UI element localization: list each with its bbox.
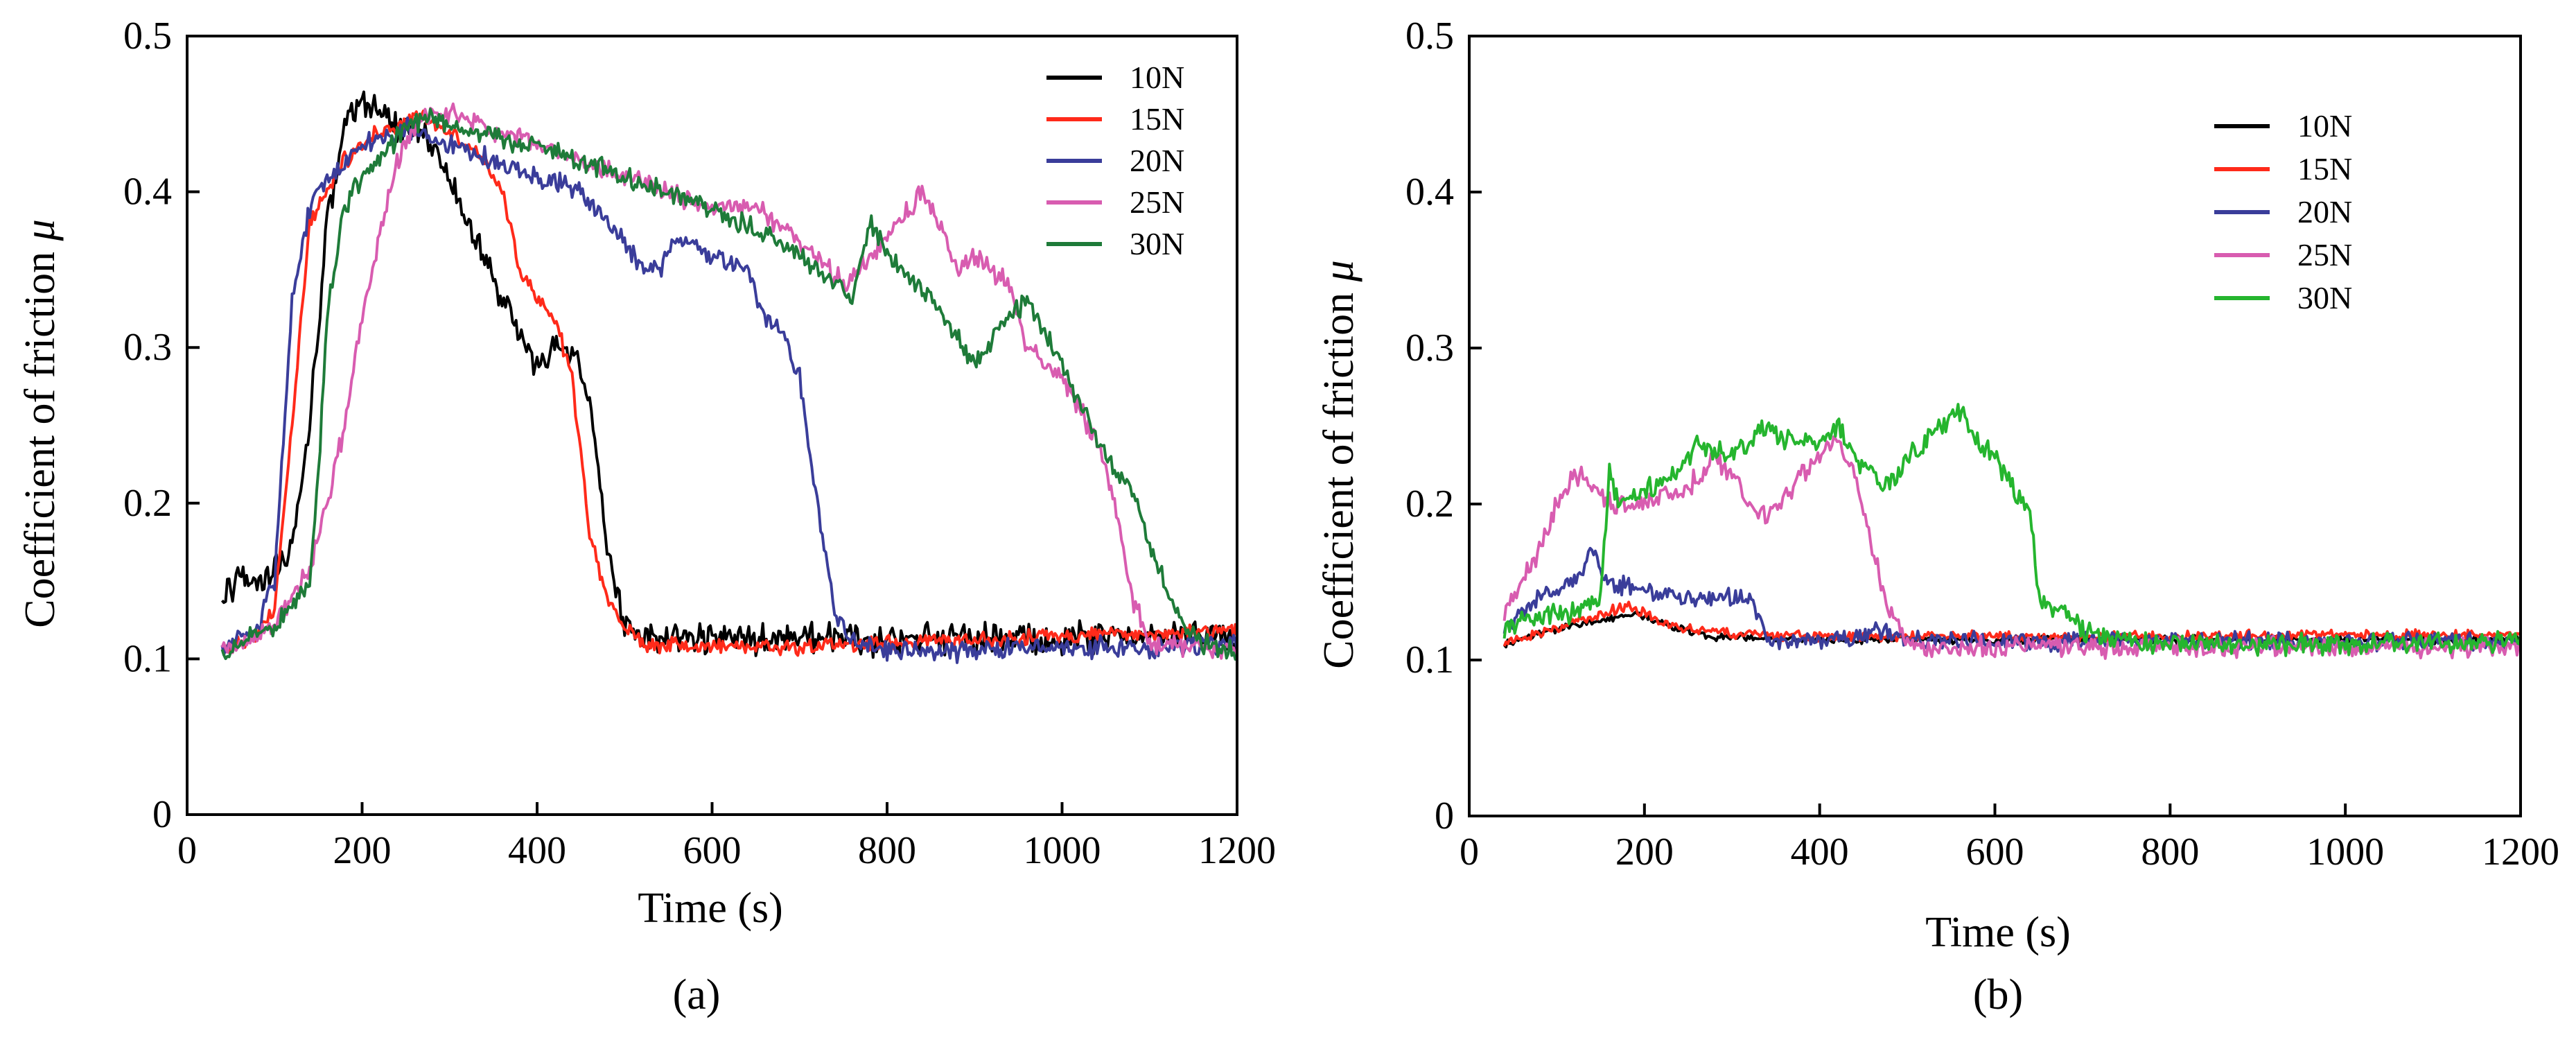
chart-panel-a: 0 200 400 600 800 1000 1200 0 0.1 0.2 0.3 0.4 0.5 10… (17, 15, 1276, 1018)
y-tick-label: 0.3 (123, 326, 172, 369)
panel-b-caption: (b) (1973, 971, 2023, 1018)
x-tick-label: 600 (683, 829, 742, 872)
panel-a-axes: 0 200 400 600 800 1000 1200 0 0.1 0.2 0.3 0.4 0.5 (123, 15, 1276, 872)
legend-label-10N: 10N (1130, 60, 1184, 95)
series-line-20N (1502, 546, 2522, 653)
x-tick-label: 0 (177, 829, 197, 872)
x-tick-label: 400 (508, 829, 566, 872)
legend-label-25N: 25N (1130, 184, 1184, 220)
x-tick-label: 600 (1966, 831, 2024, 874)
x-tick-label: 800 (2141, 831, 2199, 874)
series-line-25N (220, 102, 1238, 660)
y-tick-label: 0 (152, 793, 172, 836)
y-tick-label: 0 (1435, 794, 1454, 837)
panel-b-x-axis-title: Time (s) (1925, 909, 2071, 956)
x-tick-label: 800 (858, 829, 916, 872)
legend-label-15N: 15N (1130, 101, 1184, 137)
x-tick-label: 0 (1460, 831, 1479, 874)
legend-label-20N: 20N (2297, 194, 2352, 229)
x-tick-label: 200 (1615, 831, 1674, 874)
panel-b-axes: 0 200 400 600 800 1000 1200 0 0.1 0.2 0.3 0.4 0.5 (1405, 15, 2559, 874)
y-tick-label: 0.1 (123, 637, 172, 680)
plot-frame (1468, 35, 2522, 817)
series-line-15N (221, 110, 1238, 657)
panel-a-plot-area (220, 90, 1238, 664)
panel-b-legend: 10N 15N 20N 25N 30N (2214, 108, 2352, 315)
chart-panel-b: 0 200 400 600 800 1000 1200 0 0.1 0.2 0.3 0.4 0.5 10… (1315, 15, 2559, 1018)
y-tick-label: 0.3 (1405, 327, 1454, 370)
y-tick-label: 0.2 (123, 482, 172, 525)
panel-b-y-axis-title: Coefficient of friction μ (1315, 260, 1363, 669)
panel-b-plot-area (1502, 403, 2522, 660)
x-tick-label: 1200 (2482, 831, 2559, 874)
panel-a-y-axis-title: Coefficient of friction μ (17, 219, 64, 628)
panel-a-caption: (a) (673, 971, 721, 1018)
legend-label-10N: 10N (2297, 108, 2352, 144)
y-tick-label: 0.4 (123, 171, 172, 214)
x-tick-label: 400 (1791, 831, 1849, 874)
panel-a-legend: 10N 15N 20N 25N 30N (1046, 60, 1184, 261)
y-tick-label: 0.1 (1405, 639, 1454, 681)
legend-label-30N: 30N (1130, 226, 1184, 261)
legend-label-30N: 30N (2297, 280, 2352, 315)
panel-a-x-axis-title: Time (s) (638, 885, 783, 932)
legend-label-25N: 25N (2297, 237, 2352, 272)
y-tick-label: 0.2 (1405, 483, 1454, 526)
y-tick-label: 0.4 (1405, 171, 1454, 214)
series-line-10N (220, 90, 1238, 659)
x-tick-label: 200 (333, 829, 392, 872)
y-tick-label: 0.5 (1405, 15, 1454, 58)
legend-label-20N: 20N (1130, 143, 1184, 178)
x-tick-label: 1000 (2306, 831, 2384, 874)
legend-label-15N: 15N (2297, 151, 2352, 186)
series-line-25N (1502, 435, 2522, 660)
y-tick-label: 0.5 (123, 15, 172, 58)
series-line-30N (1502, 403, 2522, 657)
series-line-30N (220, 107, 1238, 661)
x-tick-label: 1200 (1198, 829, 1276, 872)
x-tick-label: 1000 (1024, 829, 1101, 872)
